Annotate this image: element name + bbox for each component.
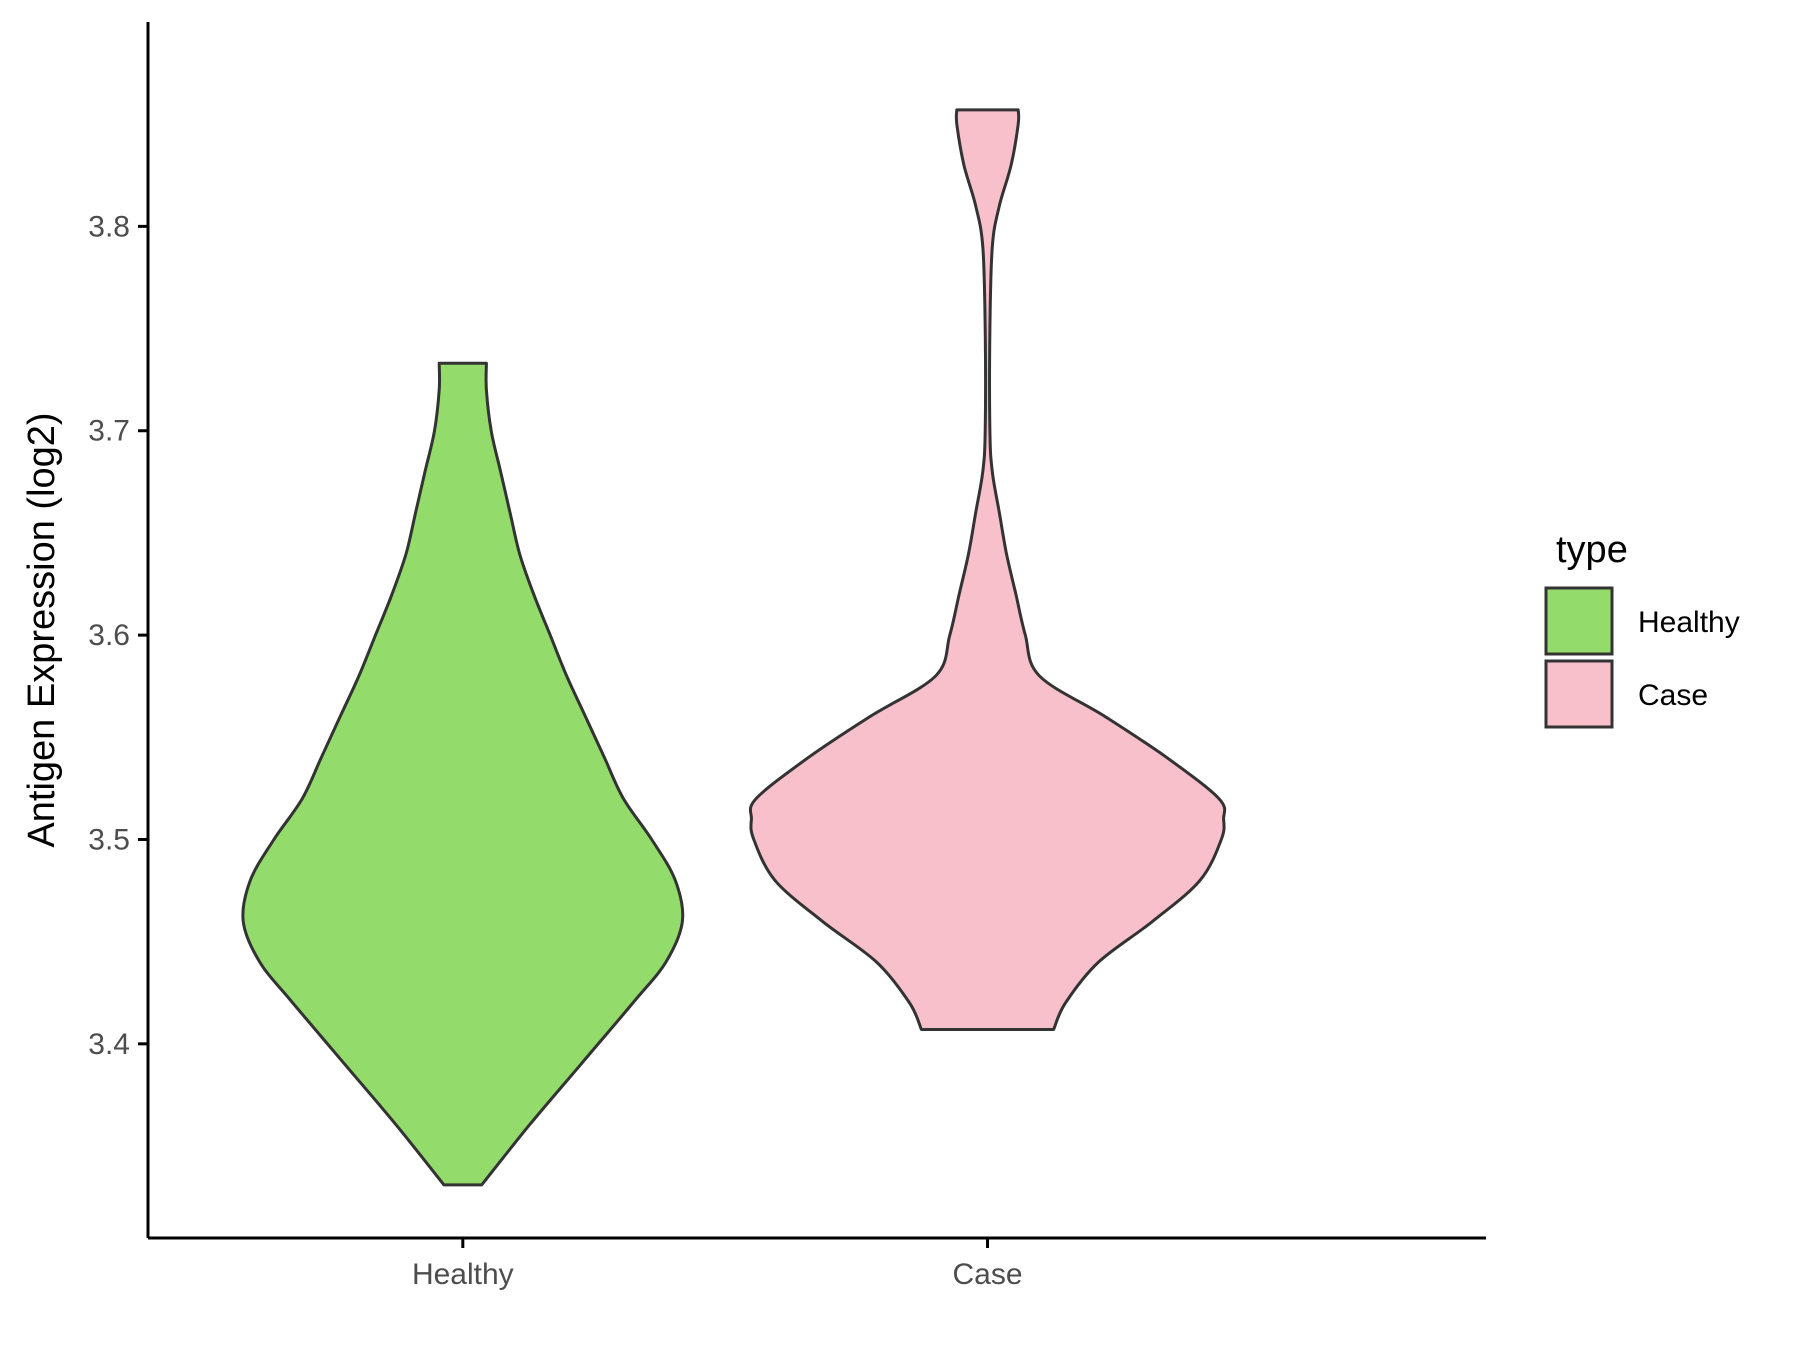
x-tick-label: Healthy (412, 1258, 514, 1291)
y-tick-label: 3.6 (88, 619, 130, 652)
legend-title: type (1556, 529, 1628, 571)
x-tick-label: Case (953, 1258, 1023, 1291)
y-tick-label: 3.7 (88, 415, 130, 448)
y-axis-title: Antigen Expression (log2) (21, 412, 63, 847)
legend-swatch-case (1544, 659, 1614, 729)
y-tick-label: 3.5 (88, 823, 130, 856)
x-axis-ticks: Healthy Case (412, 1238, 1023, 1291)
y-axis-ticks: 3.4 3.5 3.6 3.7 3.8 (88, 210, 148, 1061)
legend-label-healthy: Healthy (1638, 606, 1740, 639)
legend-entries: Healthy Case (1544, 586, 1740, 729)
y-tick-label: 3.8 (88, 210, 130, 243)
violin-healthy (241, 361, 685, 1187)
y-tick-label: 3.4 (88, 1028, 130, 1061)
violin-case (748, 108, 1227, 1031)
legend-swatch-healthy (1544, 586, 1614, 656)
legend-label-case: Case (1638, 679, 1708, 712)
legend: type Healthy Case (1544, 529, 1740, 729)
violins-layer (241, 108, 1227, 1187)
